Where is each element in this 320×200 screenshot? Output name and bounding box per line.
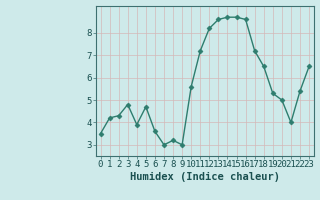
X-axis label: Humidex (Indice chaleur): Humidex (Indice chaleur) xyxy=(130,172,280,182)
